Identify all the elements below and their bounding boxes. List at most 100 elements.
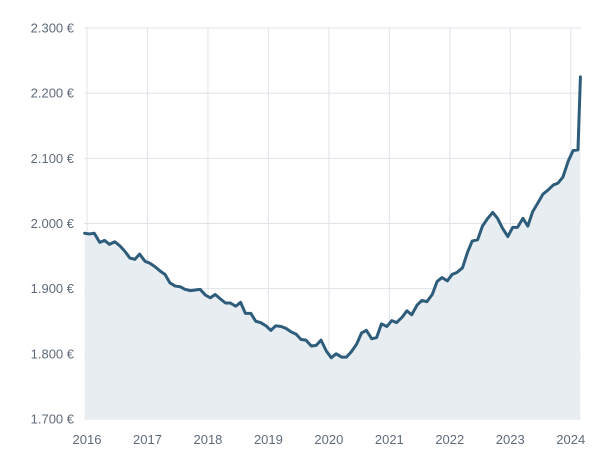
data-point — [567, 159, 570, 162]
x-tick-label: 2022 — [435, 432, 464, 447]
data-point — [229, 302, 232, 305]
data-point — [315, 344, 318, 347]
data-point — [138, 253, 141, 256]
y-tick-label: 2.000 € — [31, 216, 75, 231]
data-point — [461, 266, 464, 269]
data-point — [466, 251, 469, 254]
data-point — [471, 240, 474, 243]
data-point — [576, 148, 579, 151]
x-tick-label: 2024 — [556, 432, 585, 447]
data-point — [491, 211, 494, 214]
data-point — [284, 327, 287, 330]
data-point — [254, 320, 257, 323]
y-tick-label: 2.300 € — [31, 21, 75, 36]
data-point — [541, 193, 544, 196]
data-point — [440, 276, 443, 279]
data-point — [128, 257, 131, 260]
data-point — [133, 258, 136, 261]
data-point — [579, 75, 582, 78]
data-point — [481, 225, 484, 228]
data-point — [174, 285, 177, 288]
data-point — [310, 345, 313, 348]
data-point — [219, 298, 222, 301]
data-point — [370, 337, 373, 340]
data-point — [385, 325, 388, 328]
data-point — [118, 244, 121, 247]
data-point — [325, 350, 328, 353]
data-point — [511, 226, 514, 229]
data-point — [431, 293, 434, 296]
data-point — [360, 331, 363, 334]
data-point — [557, 182, 560, 185]
data-point — [83, 232, 86, 235]
data-point — [416, 303, 419, 306]
x-tick-label: 2019 — [254, 432, 283, 447]
data-point — [395, 321, 398, 324]
x-tick-label: 2018 — [193, 432, 222, 447]
data-point — [496, 217, 499, 220]
data-point — [289, 330, 292, 333]
data-point — [355, 343, 358, 346]
x-tick-label: 2017 — [133, 432, 162, 447]
data-point — [340, 356, 343, 359]
data-point — [410, 313, 413, 316]
data-point — [244, 312, 247, 315]
y-tick-label: 2.200 € — [31, 86, 75, 101]
data-point — [224, 302, 227, 305]
x-tick-label: 2023 — [496, 432, 525, 447]
data-point — [153, 265, 156, 268]
data-point — [209, 296, 212, 299]
data-point — [103, 239, 106, 242]
data-point — [531, 210, 534, 213]
data-point — [330, 356, 333, 359]
data-point — [425, 300, 428, 303]
data-point — [537, 201, 540, 204]
y-tick-label: 1.700 € — [31, 412, 75, 427]
data-point — [405, 309, 408, 312]
data-point — [446, 279, 449, 282]
data-point — [88, 232, 91, 235]
series-line — [83, 75, 582, 360]
data-point — [194, 288, 197, 291]
data-point — [93, 232, 96, 235]
data-point — [345, 356, 348, 359]
data-point — [168, 281, 171, 284]
y-tick-label: 1.800 € — [31, 346, 75, 361]
data-point — [501, 227, 504, 230]
data-point — [456, 271, 459, 274]
data-point — [199, 288, 202, 291]
data-point — [375, 336, 378, 339]
x-tick-label: 2020 — [314, 432, 343, 447]
x-tick-label: 2016 — [73, 432, 102, 447]
data-point — [572, 149, 575, 152]
data-point — [561, 176, 564, 179]
data-point — [436, 280, 439, 283]
data-point — [148, 262, 151, 265]
data-point — [390, 319, 393, 322]
data-point — [214, 293, 217, 296]
data-point — [320, 339, 323, 342]
x-tick-label: 2021 — [375, 432, 404, 447]
y-tick-label: 1.900 € — [31, 281, 75, 296]
data-point — [189, 289, 192, 292]
area-fill — [84, 76, 581, 419]
data-point — [164, 273, 167, 276]
data-point — [239, 301, 242, 304]
data-point — [521, 217, 524, 220]
data-point — [259, 321, 262, 324]
data-point — [451, 273, 454, 276]
data-point — [350, 350, 353, 353]
data-point — [526, 225, 529, 228]
data-point — [401, 316, 404, 319]
x-axis-tick-labels: 2016 2017 2018 2019 2020 2021 2022 2023 2024 — [73, 432, 586, 447]
data-point — [516, 226, 519, 229]
data-point — [144, 260, 147, 263]
data-point — [304, 339, 307, 342]
data-point — [380, 322, 383, 325]
data-point — [476, 238, 479, 241]
data-point — [546, 189, 549, 192]
data-point — [204, 294, 207, 297]
y-tick-label: 2.100 € — [31, 151, 75, 166]
data-point — [295, 333, 298, 336]
